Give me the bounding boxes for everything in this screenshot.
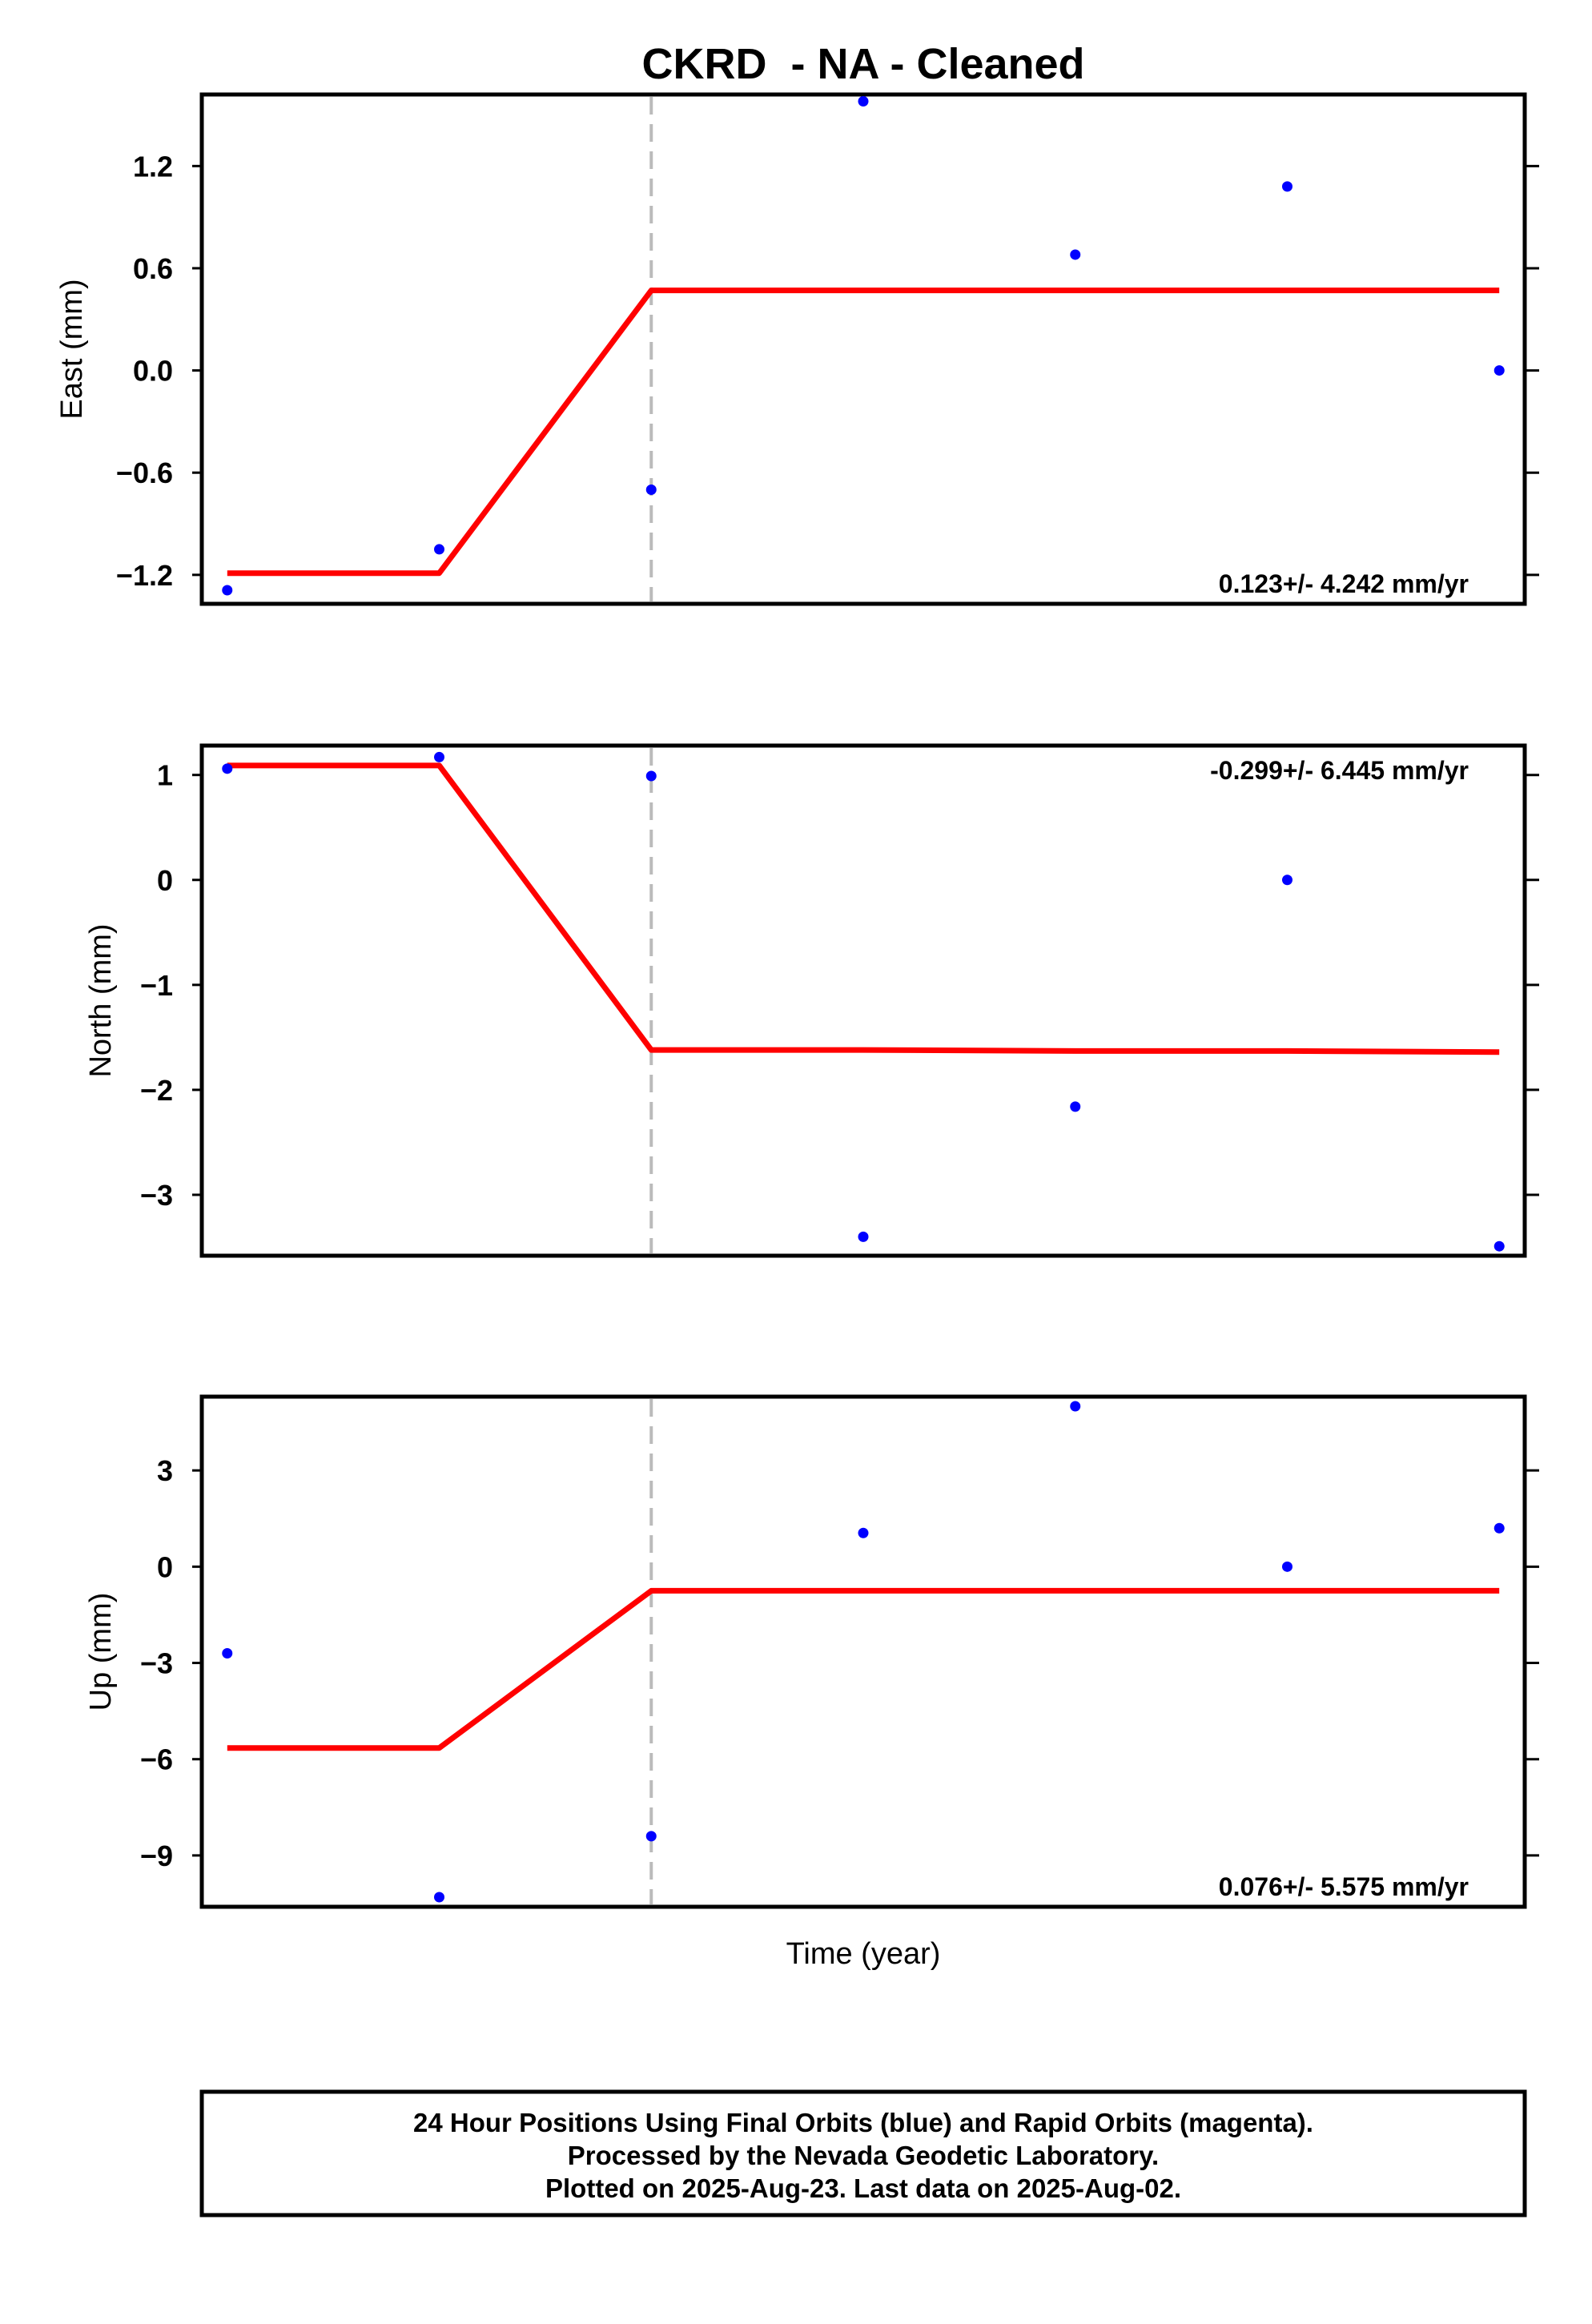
- east-ytick-label: 0.0: [133, 355, 173, 388]
- x-axis-label: Time (year): [786, 1937, 941, 1971]
- north-fit-line: [227, 762, 1500, 1055]
- up-fit-line: [227, 1587, 1500, 1751]
- north-rate-label: -0.299+/- 6.445 mm/yr: [1210, 756, 1469, 785]
- up-ylabel: Up (mm): [84, 1593, 118, 1711]
- east-data-point: [434, 544, 445, 555]
- east-data-point: [858, 96, 869, 107]
- north-data-point: [645, 770, 657, 782]
- north-data-point: [858, 1231, 869, 1242]
- east-data-point: [1070, 249, 1081, 260]
- up-ytick-label: 0: [157, 1550, 173, 1583]
- up-data-point: [1070, 1401, 1081, 1412]
- footer-line-1: 24 Hour Positions Using Final Orbits (bl…: [413, 2108, 1313, 2137]
- footer-box: 24 Hour Positions Using Final Orbits (bl…: [199, 2089, 1527, 2217]
- east-data-point: [1281, 181, 1292, 192]
- north-ylabel: North (mm): [84, 923, 118, 1077]
- up-ytick-label: −3: [140, 1647, 173, 1680]
- east-data-point: [222, 585, 233, 596]
- up-data-point: [1494, 1522, 1505, 1534]
- north-data-point: [222, 763, 233, 774]
- up-frame: [199, 1394, 1527, 1909]
- east-ytick-label: 0.6: [133, 252, 173, 285]
- east-frame: [199, 92, 1527, 606]
- east-rate-label: 0.123+/- 4.242 mm/yr: [1219, 569, 1469, 598]
- east-panel: 1.2 0.6 0.0 −0.6 −1.2 East (mm) 0.123+/- 4.242…: [55, 92, 1539, 606]
- north-data-point: [434, 751, 445, 762]
- up-panel: 3 0 −3 −6 −9 Up (mm) 0.076+/- 5.575 mm/yr: [84, 1394, 1539, 1909]
- up-data-point: [222, 1648, 233, 1659]
- up-ytick-label: −9: [140, 1839, 173, 1872]
- chart-title: CKRD - NA - Cleaned: [641, 40, 1084, 88]
- north-data-point: [1281, 875, 1292, 886]
- east-data-point: [1494, 365, 1505, 376]
- east-ytick-label: −1.2: [116, 559, 173, 592]
- east-ytick-label: −0.6: [116, 456, 173, 489]
- up-data-point: [1281, 1561, 1292, 1572]
- footer-line-3: Plotted on 2025-Aug-23. Last data on 202…: [545, 2173, 1181, 2203]
- footer-line-2: Processed by the Nevada Geodetic Laborat…: [568, 2141, 1159, 2170]
- north-ytick-label: 0: [157, 864, 173, 897]
- north-ytick-label: −2: [140, 1074, 173, 1107]
- north-data-point: [1494, 1240, 1505, 1252]
- up-data-point: [858, 1527, 869, 1538]
- north-panel: 1 0 −1 −2 −3 North (mm) -0.299+/- 6.445 mm/yr: [84, 743, 1539, 1258]
- up-data-point: [645, 1831, 657, 1842]
- up-ytick-label: −6: [140, 1743, 173, 1776]
- north-frame: [199, 743, 1527, 1258]
- north-ytick-label: −1: [140, 969, 173, 1002]
- up-ytick-label: 3: [157, 1454, 173, 1487]
- east-data-point: [645, 484, 657, 495]
- east-ytick-label: 1.2: [133, 150, 173, 183]
- east-ylabel: East (mm): [55, 279, 89, 419]
- north-data-point: [1070, 1101, 1081, 1112]
- up-data-point: [434, 1892, 445, 1903]
- north-ytick-label: −3: [140, 1179, 173, 1212]
- up-rate-label: 0.076+/- 5.575 mm/yr: [1219, 1872, 1469, 1901]
- north-ytick-label: 1: [157, 759, 173, 792]
- east-fit-line: [227, 287, 1500, 577]
